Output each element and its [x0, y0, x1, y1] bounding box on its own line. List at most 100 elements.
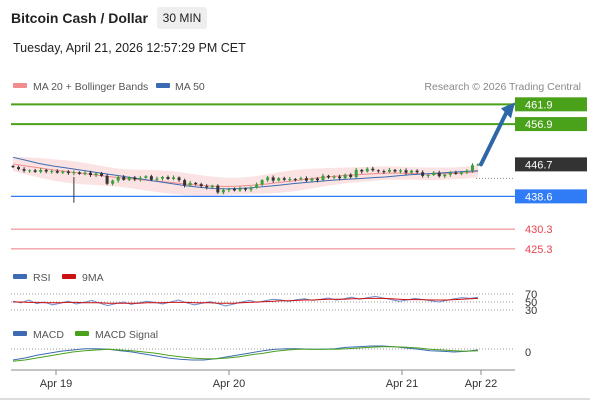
macd-legend: MACD MACD Signal: [13, 329, 158, 341]
candle-body: [476, 164, 480, 166]
candlesticks: [11, 163, 480, 203]
candle-body: [66, 171, 70, 174]
bollinger-fill: [13, 156, 478, 196]
chart-header: Bitcoin Cash / Dollar 30 MIN: [0, 0, 590, 34]
rsi-tick-label: 50: [525, 297, 537, 309]
candle-body: [470, 165, 474, 171]
level-label: 456.9: [525, 119, 553, 131]
x-tick-label: Apr 21: [386, 378, 418, 390]
candle-body: [55, 171, 59, 173]
candle-body: [349, 174, 353, 178]
candle-body: [111, 180, 115, 184]
candle-body: [105, 175, 109, 184]
ma20-legend-swatch: [13, 83, 27, 88]
candle-body: [260, 180, 264, 185]
candle-body: [149, 176, 153, 180]
candle-body: [183, 180, 187, 186]
level-label: 461.9: [525, 99, 553, 111]
candle-body: [221, 190, 225, 193]
candle-body: [459, 172, 463, 174]
level-label: 438.6: [525, 191, 553, 203]
x-tick-label: Apr 19: [40, 378, 72, 390]
candle-body: [277, 178, 281, 181]
candle-body: [365, 168, 369, 172]
candle-body: [39, 169, 43, 172]
candle-body: [393, 169, 397, 172]
candle-body: [116, 177, 120, 181]
candle-body: [327, 175, 331, 178]
level-badge: [515, 97, 587, 112]
candle-body: [199, 184, 203, 187]
candle-body: [288, 178, 292, 180]
candle-body: [432, 172, 436, 176]
candle-body: [133, 177, 137, 180]
candle-body: [194, 182, 198, 185]
candle-body: [28, 170, 32, 172]
main-legend: MA 20 + Bollinger Bands MA 50 Research ©…: [13, 81, 581, 93]
level-label: 446.7: [525, 159, 553, 171]
forecast-arrow-head: [501, 102, 515, 119]
candle-body: [44, 169, 48, 172]
candle-body: [387, 169, 391, 172]
candle-body: [17, 167, 21, 170]
candle-body: [421, 172, 425, 176]
x-tick-label: Apr 22: [465, 378, 497, 390]
macd-tick-label: 0: [525, 347, 531, 359]
candle-body: [255, 184, 259, 188]
candle-body: [304, 178, 308, 181]
candle-body: [448, 172, 452, 175]
rsi-line: [12, 295, 479, 307]
candle-body: [426, 175, 430, 177]
macd-signal-legend-swatch: [75, 331, 89, 336]
macd-signal-legend-label: MACD Signal: [95, 329, 158, 341]
candle-body: [94, 173, 98, 176]
candle-body: [177, 177, 181, 181]
candle-body: [166, 177, 170, 179]
candle-body: [205, 186, 209, 188]
ma50-legend-swatch: [156, 83, 170, 88]
candle-body: [404, 170, 408, 173]
candle-body: [33, 170, 37, 172]
candle-body: [332, 176, 336, 178]
ma20-legend-label: MA 20 + Bollinger Bands: [33, 81, 148, 93]
candle-body: [376, 170, 380, 172]
datetime-label: Tuesday, April 21, 2026 12:57:29 PM CET: [13, 41, 246, 55]
candle-body: [415, 170, 419, 173]
macd-signal-line: [12, 346, 479, 362]
candle-body: [227, 188, 231, 191]
macd-line: [12, 345, 479, 361]
level-label: 430.3: [525, 224, 553, 236]
candle-body: [244, 188, 247, 190]
candle-body: [100, 173, 104, 176]
candle-body: [354, 169, 358, 178]
level-badge: [515, 117, 587, 132]
candle-body: [210, 185, 214, 188]
candle-body: [271, 177, 275, 181]
macd-legend-label: MACD: [33, 329, 64, 341]
rsi-legend-swatch: [13, 274, 27, 279]
candle-body: [172, 177, 176, 179]
candle-body: [343, 174, 347, 179]
source-label: Research © 2026 Trading Central: [424, 81, 581, 93]
candle-body: [410, 170, 414, 173]
candle-body: [127, 177, 131, 180]
candle-body: [238, 188, 242, 191]
forecast-arrow-shaft: [479, 111, 508, 167]
candle-body: [465, 170, 469, 173]
level-label: 425.3: [525, 244, 553, 256]
candle-body: [144, 176, 148, 178]
candle-body: [315, 178, 319, 181]
x-tick-label: Apr 20: [213, 378, 245, 390]
candle-body: [454, 172, 458, 174]
candle-body: [77, 172, 81, 174]
candle-body: [371, 168, 375, 171]
candle-body: [443, 174, 447, 177]
candle-body: [138, 177, 142, 180]
level-badge: [515, 189, 587, 204]
rsi-tick-label: 30: [525, 305, 537, 317]
timeframe-button[interactable]: 30 MIN: [157, 7, 207, 29]
level-badge: [515, 157, 587, 172]
candle-body: [382, 171, 386, 173]
candle-body: [399, 170, 402, 172]
